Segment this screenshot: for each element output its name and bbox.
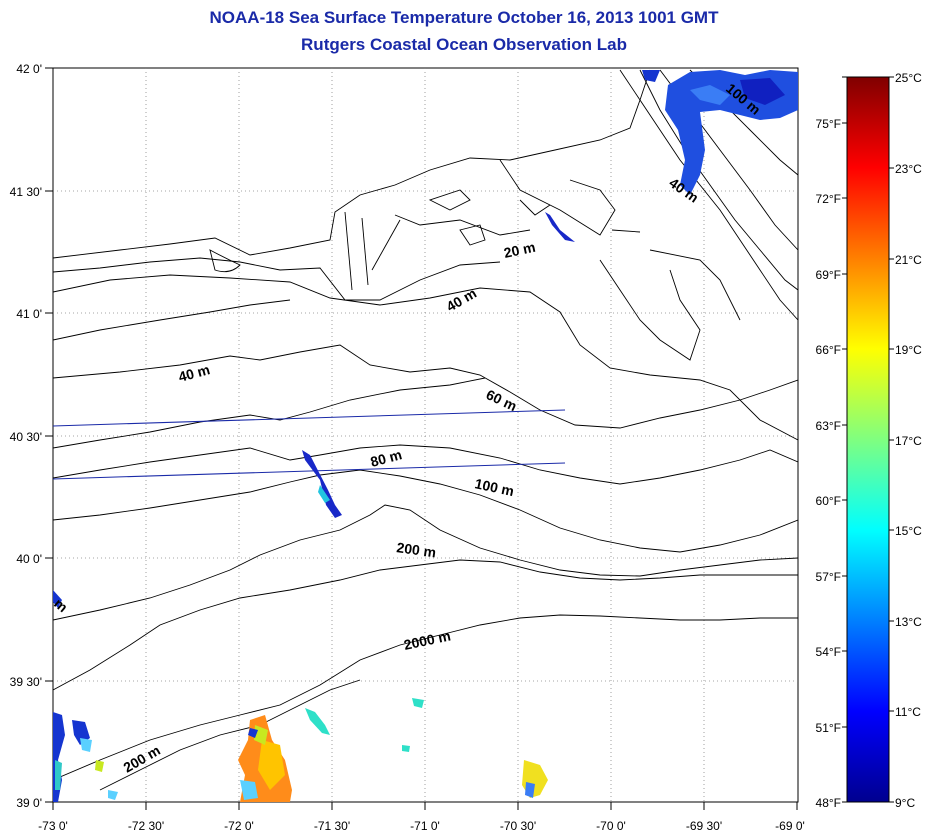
- map-subtitle: Rutgers Coastal Ocean Observation Lab: [301, 35, 627, 54]
- sst-pixels: [53, 70, 798, 802]
- contour-label-80m: 80 m: [369, 446, 404, 470]
- c-label-15: 15°C: [895, 524, 922, 538]
- lat-label-41: 41 0': [16, 307, 42, 321]
- lat-label-40-30: 40 30': [10, 430, 42, 444]
- lon-label-69-30: -69 30': [686, 819, 722, 833]
- c-label-21: 21°C: [895, 253, 922, 267]
- lon-label-72-30: -72 30': [128, 819, 164, 833]
- f-label-57: 57°F: [816, 570, 841, 584]
- lat-label-39: 39 0': [16, 796, 42, 810]
- lon-label-70: -70 0': [596, 819, 626, 833]
- colorbar: [846, 76, 890, 803]
- lon-label-73: -73 0': [38, 819, 68, 833]
- contour-label-200m-a: 200 m: [396, 539, 438, 560]
- lat-label-42: 42 0': [16, 62, 42, 76]
- contour-label-20m: 20 m: [502, 239, 537, 261]
- f-label-75: 75°F: [816, 117, 841, 131]
- c-label-9: 9°C: [895, 796, 915, 810]
- celsius-labels: 25°C 23°C 21°C 19°C 17°C 15°C 13°C 11°C …: [895, 71, 922, 810]
- lon-label-71-30: -71 30': [314, 819, 350, 833]
- c-label-23: 23°C: [895, 162, 922, 176]
- map-title: NOAA-18 Sea Surface Temperature October …: [209, 8, 719, 27]
- lon-label-70-30: -70 30': [500, 819, 536, 833]
- lon-label-72: -72 0': [224, 819, 254, 833]
- latitude-labels: 42 0' 41 30' 41 0' 40 30' 40 0' 39 30' 3…: [10, 62, 42, 810]
- f-label-54: 54°F: [816, 645, 841, 659]
- map-frame: [52, 67, 799, 803]
- c-label-19: 19°C: [895, 343, 922, 357]
- c-label-13: 13°C: [895, 615, 922, 629]
- coastline: [53, 69, 741, 361]
- lat-label-39-30: 39 30': [10, 675, 42, 689]
- lon-label-69: -69 0': [775, 819, 805, 833]
- transect-lines: [53, 409, 566, 480]
- contour-label-40m-b: 40 m: [177, 361, 212, 385]
- f-label-66: 66°F: [816, 343, 841, 357]
- f-label-60: 60°F: [816, 494, 841, 508]
- frame-ticks: [45, 67, 798, 810]
- f-label-72: 72°F: [816, 192, 841, 206]
- c-label-17: 17°C: [895, 434, 922, 448]
- f-label-69: 69°F: [816, 268, 841, 282]
- colorbar-ticks: [842, 76, 894, 803]
- lat-label-41-30: 41 30': [10, 185, 42, 199]
- graticule: [53, 68, 798, 802]
- fahrenheit-labels: 75°F 72°F 69°F 66°F 63°F 60°F 57°F 54°F …: [816, 117, 841, 810]
- lat-label-40: 40 0': [16, 552, 42, 566]
- f-label-63: 63°F: [816, 419, 841, 433]
- longitude-labels: -73 0' -72 30' -72 0' -71 30' -71 0' -70…: [38, 819, 805, 833]
- c-label-25: 25°C: [895, 71, 922, 85]
- c-label-11: 11°C: [895, 705, 921, 719]
- lon-label-71: -71 0': [410, 819, 440, 833]
- f-label-51: 51°F: [816, 721, 841, 735]
- f-label-48: 48°F: [816, 796, 841, 810]
